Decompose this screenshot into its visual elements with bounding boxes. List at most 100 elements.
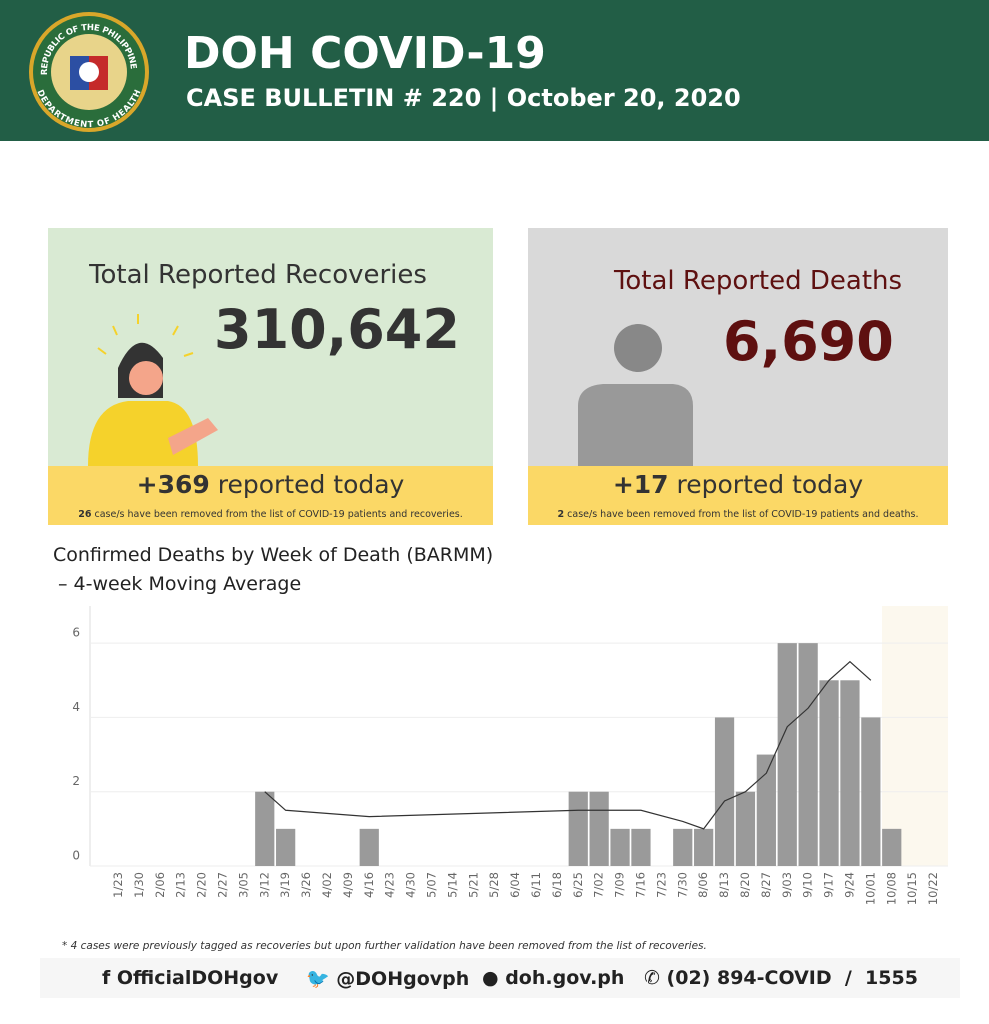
illustration bbox=[578, 324, 693, 466]
bar bbox=[777, 643, 797, 866]
x-tick-label: 5/28 bbox=[487, 872, 501, 898]
bar bbox=[735, 791, 756, 866]
bar bbox=[861, 717, 881, 866]
y-tick-label: 6 bbox=[72, 626, 80, 640]
x-tick-label: 3/12 bbox=[257, 872, 271, 898]
twitter-handle: @DOHgovph bbox=[336, 968, 470, 990]
x-tick-label: 2/06 bbox=[153, 872, 167, 898]
x-tick-label: 5/21 bbox=[466, 872, 480, 898]
x-tick-label: 10/22 bbox=[926, 872, 940, 905]
card-title: Total Reported Recoveries bbox=[89, 260, 427, 290]
today-text: reported today bbox=[676, 470, 864, 499]
today-band: +369 reported today 26 case/s have been … bbox=[48, 466, 493, 525]
header: REPUBLIC OF THE PHILIPPINES DEPARTMENT O… bbox=[0, 0, 989, 141]
deaths-card: Total Reported Deaths 6,690 +17 reported… bbox=[528, 228, 948, 525]
bar bbox=[255, 791, 275, 866]
x-tick-label: 4/23 bbox=[383, 872, 397, 898]
note: case/s have been removed from the list o… bbox=[94, 509, 463, 520]
x-tick-label: 3/26 bbox=[299, 872, 313, 898]
x-tick-label: 9/03 bbox=[780, 872, 794, 898]
x-tick-label: 8/27 bbox=[759, 872, 773, 898]
x-tick-label: 9/17 bbox=[822, 872, 836, 898]
x-tick-label: 8/20 bbox=[738, 872, 752, 898]
incomplete-zone bbox=[882, 606, 948, 866]
y-tick-label: 2 bbox=[72, 774, 80, 788]
x-tick-label: 4/30 bbox=[404, 872, 418, 898]
today-band: +17 reported today 2 case/s have been re… bbox=[528, 466, 948, 525]
bar bbox=[359, 828, 379, 866]
today-count: +369 bbox=[136, 470, 210, 499]
note: case/s have been removed from the list o… bbox=[567, 509, 919, 520]
recoveries-card: Total Reported Recoveries 310,642 +369 r… bbox=[48, 228, 493, 525]
bar bbox=[694, 828, 714, 866]
website: ● doh.gov.ph bbox=[482, 967, 625, 989]
x-tick-label: 7/30 bbox=[675, 872, 689, 898]
x-tick-label: 1/30 bbox=[132, 872, 146, 898]
phone-number: (02) 894-COVID / 1555 bbox=[666, 967, 918, 989]
bar bbox=[276, 828, 296, 866]
x-tick-label: 8/06 bbox=[696, 872, 710, 898]
x-tick-label: 2/20 bbox=[195, 872, 209, 898]
x-tick-label: 9/10 bbox=[801, 872, 815, 898]
bar bbox=[756, 754, 776, 866]
x-tick-label: 10/01 bbox=[863, 872, 877, 905]
facebook: f OfficialDOHgov bbox=[102, 967, 279, 989]
bar bbox=[589, 791, 609, 866]
x-tick-label: 2/27 bbox=[215, 872, 229, 898]
x-tick-label: 5/07 bbox=[424, 872, 438, 898]
bar bbox=[882, 828, 902, 866]
footer: f OfficialDOHgov 🐦 @DOHgovph ● doh.gov.p… bbox=[40, 958, 960, 998]
x-tick-label: 2/13 bbox=[174, 872, 188, 898]
illustration bbox=[88, 314, 218, 466]
y-tick-label: 4 bbox=[72, 700, 80, 714]
note-count: 2 bbox=[557, 509, 565, 520]
x-tick-label: 6/04 bbox=[508, 872, 522, 898]
x-tick-label: 9/24 bbox=[842, 872, 856, 898]
card-title: Total Reported Deaths bbox=[613, 266, 903, 296]
x-tick-label: 7/23 bbox=[654, 872, 668, 898]
y-tick-label: 0 bbox=[72, 849, 80, 863]
footnote: * 4 cases were previously tagged as reco… bbox=[62, 940, 707, 952]
bar bbox=[819, 680, 839, 866]
card-total: 310,642 bbox=[214, 298, 460, 361]
x-tick-label: 4/09 bbox=[341, 872, 355, 898]
today-count: +17 bbox=[612, 470, 669, 499]
x-tick-label: 6/18 bbox=[550, 872, 564, 898]
title: DOH COVID-19 bbox=[184, 28, 546, 79]
chart: 0 2 4 6 1/23 1/30 2/06 2/13 2/20 2/27 3/05 3/12 3/19… bbox=[72, 606, 948, 905]
x-tick-label: 10/08 bbox=[884, 872, 898, 905]
bar bbox=[631, 828, 651, 866]
bar bbox=[610, 828, 630, 866]
facebook-handle: OfficialDOHgov bbox=[116, 967, 279, 989]
bar bbox=[798, 643, 818, 866]
x-tick-label: 1/23 bbox=[111, 872, 125, 898]
x-tick-label: 3/19 bbox=[278, 872, 292, 898]
x-tick-label: 7/02 bbox=[592, 872, 606, 898]
bar bbox=[568, 791, 588, 866]
x-tick-label: 5/14 bbox=[445, 872, 459, 898]
x-tick-label: 8/13 bbox=[717, 872, 731, 898]
bar bbox=[673, 828, 693, 866]
moving-average-line bbox=[264, 660, 872, 830]
subtitle: CASE BULLETIN # 220 | October 20, 2020 bbox=[186, 84, 741, 112]
bar bbox=[714, 717, 735, 866]
x-tick-label: 7/09 bbox=[613, 872, 627, 898]
x-tick-label: 4/16 bbox=[362, 872, 376, 898]
note-count: 26 bbox=[78, 509, 92, 520]
bar bbox=[840, 680, 860, 866]
twitter: 🐦 @DOHgovph bbox=[306, 968, 470, 990]
x-tick-label: 3/05 bbox=[236, 872, 250, 898]
chart-title: Confirmed Deaths by Week of Death (BARMM… bbox=[53, 544, 494, 566]
today-text: reported today bbox=[217, 470, 405, 499]
x-tick-label: 7/16 bbox=[633, 872, 647, 898]
phone: ✆ (02) 894-COVID / 1555 bbox=[644, 967, 918, 989]
logo: REPUBLIC OF THE PHILIPPINES DEPARTMENT O… bbox=[26, 10, 149, 132]
website-url: doh.gov.ph bbox=[505, 967, 625, 989]
x-tick-label: 6/25 bbox=[571, 872, 585, 898]
x-tick-label: 6/11 bbox=[529, 872, 543, 898]
x-tick-label: 4/02 bbox=[320, 872, 334, 898]
x-tick-label: 10/15 bbox=[905, 872, 919, 905]
chart-subtitle: – 4-week Moving Average bbox=[58, 573, 302, 595]
card-total: 6,690 bbox=[723, 310, 894, 373]
